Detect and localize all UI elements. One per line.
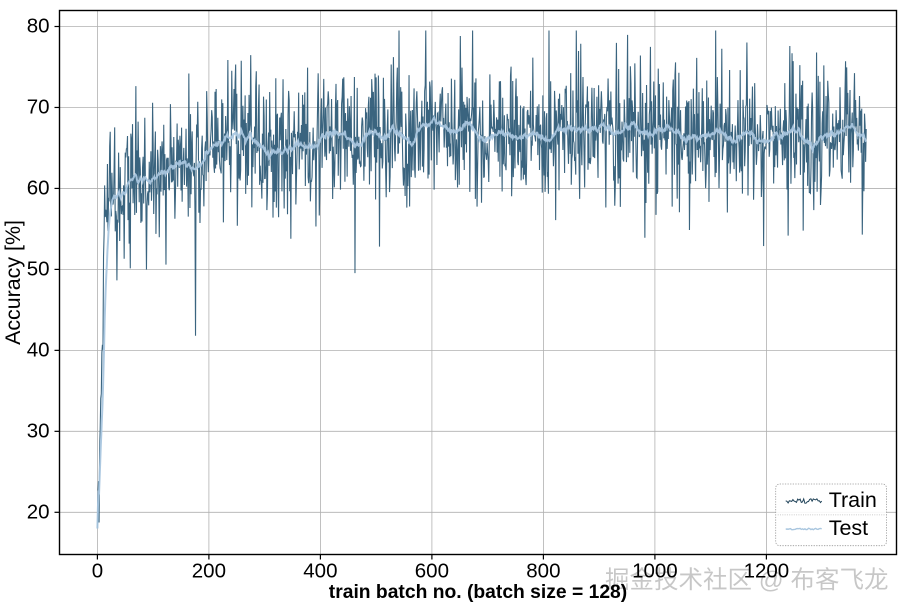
svg-text:40: 40 <box>27 338 50 361</box>
svg-text:60: 60 <box>27 176 50 199</box>
svg-text:800: 800 <box>526 560 560 583</box>
svg-text:掘金技术社区 @ 布客飞龙: 掘金技术社区 @ 布客飞龙 <box>605 566 888 594</box>
svg-text:20: 20 <box>27 500 50 523</box>
svg-text:0: 0 <box>92 560 103 583</box>
svg-text:50: 50 <box>27 257 50 280</box>
svg-text:Train: Train <box>829 488 877 512</box>
svg-text:200: 200 <box>192 560 226 583</box>
svg-text:Accuracy [%]: Accuracy [%] <box>1 220 25 345</box>
svg-text:train batch no. (batch size =: train batch no. (batch size = 128) <box>329 582 627 603</box>
svg-text:80: 80 <box>27 15 50 38</box>
svg-text:400: 400 <box>303 560 337 583</box>
svg-text:30: 30 <box>27 419 50 442</box>
svg-text:600: 600 <box>415 560 449 583</box>
svg-text:70: 70 <box>27 95 50 118</box>
svg-text:Test: Test <box>829 516 868 540</box>
